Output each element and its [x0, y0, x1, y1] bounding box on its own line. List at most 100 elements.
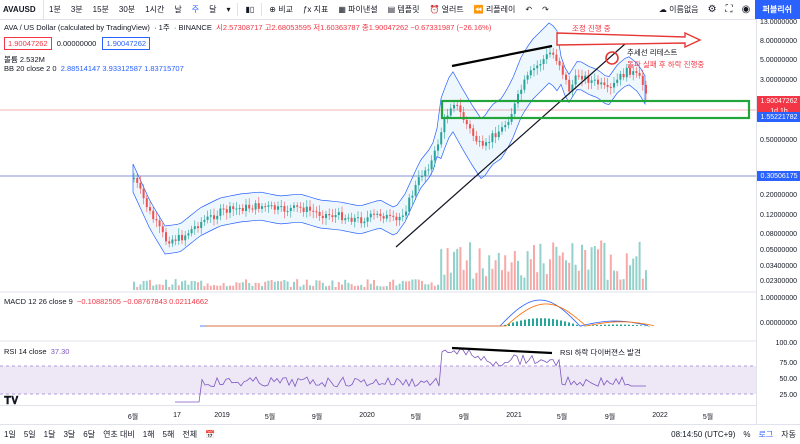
- time-label: 5월: [410, 414, 422, 421]
- volume-bar: [549, 259, 551, 290]
- symbol-title[interactable]: AVA / US Dollar (calculated by TradingVi…: [4, 23, 150, 32]
- candle-body: [379, 213, 382, 217]
- volume-bar: [347, 282, 350, 290]
- percent-toggle[interactable]: %: [743, 430, 751, 439]
- tradingview-logo[interactable]: 𝐓𝐕: [4, 395, 19, 407]
- symbol-search[interactable]: AVAUSD: [0, 0, 44, 19]
- interval-15m[interactable]: 15분: [92, 5, 109, 14]
- range-1m[interactable]: 1달: [43, 430, 56, 439]
- date-range-icon[interactable]: 📅: [205, 430, 216, 439]
- trendline[interactable]: [395, 43, 626, 248]
- rsi-band: [0, 366, 756, 394]
- rsi-legend[interactable]: RSI 14 close 37.30: [4, 347, 69, 356]
- volume-bar: [366, 279, 369, 290]
- range-5y[interactable]: 5해: [162, 430, 175, 439]
- price-axis[interactable]: 13.0000000 8.00000000 5.00000000 3.00000…: [756, 19, 800, 424]
- camera-icon[interactable]: ◉: [741, 4, 751, 15]
- volume-bar: [187, 284, 190, 290]
- replay-button[interactable]: ⏪ 리플레이: [469, 0, 521, 19]
- interval-month[interactable]: 달: [209, 5, 217, 14]
- rsi-tick: 25.00: [779, 392, 797, 399]
- compare-button[interactable]: ⊕ 비교: [264, 0, 298, 19]
- interval-3m[interactable]: 3분: [70, 5, 83, 14]
- layout-name-button[interactable]: ☁ 이름없음: [654, 0, 704, 19]
- volume-bar: [507, 271, 510, 290]
- macd-histogram-bar: [516, 321, 518, 326]
- time-axis[interactable]: [0, 405, 756, 425]
- candle-body: [373, 213, 375, 215]
- alert-button[interactable]: ⏰ 얼러트: [424, 0, 468, 19]
- volume-bar: [309, 285, 311, 290]
- clock-time[interactable]: 08:14:50 (UTC+9): [671, 430, 736, 439]
- templates-button[interactable]: ▤ 템플릿: [383, 0, 425, 19]
- interval-1h[interactable]: 1시간: [145, 5, 165, 14]
- rsi-divergence-line[interactable]: [451, 346, 553, 355]
- macd-tick: 1.00000000: [760, 295, 797, 302]
- layout-button[interactable]: ▦ 파이낸셜: [333, 0, 382, 19]
- peak-line[interactable]: [451, 44, 553, 68]
- range-5d[interactable]: 5일: [23, 430, 36, 439]
- green-zone-box[interactable]: [440, 99, 751, 120]
- volume-bar: [622, 279, 625, 290]
- candle-body: [206, 216, 209, 220]
- arrow-drawing[interactable]: [556, 31, 702, 49]
- log-toggle[interactable]: 로그: [758, 430, 774, 439]
- publish-button[interactable]: 퍼블리쉬: [754, 0, 800, 19]
- candle-body: [622, 73, 625, 78]
- volume-bar: [443, 274, 446, 290]
- interval-day[interactable]: 날: [174, 5, 182, 14]
- rsi-label: RSI 14 close: [4, 347, 47, 356]
- undo-icon[interactable]: ↶: [525, 5, 533, 14]
- annotation-retest[interactable]: 추세선 리테스트: [627, 48, 678, 57]
- chart-canvas[interactable]: [0, 0, 756, 405]
- annotation-divergence[interactable]: RSI 하락 다이버젼스 발견: [560, 348, 641, 357]
- gear-icon[interactable]: ⚙: [707, 4, 717, 15]
- range-1d[interactable]: 1일: [4, 430, 16, 439]
- range-1y[interactable]: 1해: [142, 430, 155, 439]
- interval-30m[interactable]: 30분: [118, 5, 136, 14]
- candle-body: [523, 79, 526, 90]
- annotation-breakdown[interactable]: 돌파 실패 후 하락 진행중: [627, 60, 705, 69]
- bb-legend[interactable]: BB 20 close 2 0 2.88514147 3.93312587 1.…: [4, 64, 184, 73]
- range-ytd[interactable]: 연초 대비: [103, 430, 135, 439]
- interval-week[interactable]: 주: [191, 5, 200, 14]
- retest-circle[interactable]: [605, 51, 619, 65]
- auto-toggle[interactable]: 자동: [781, 430, 796, 439]
- volume-bar: [238, 282, 241, 290]
- macd-legend[interactable]: MACD 12 26 close 9 −0.10882505 −0.087678…: [4, 297, 208, 306]
- volume-bar: [571, 243, 574, 290]
- fullscreen-icon[interactable]: ⛶: [725, 4, 733, 15]
- macd-histogram-bar: [572, 323, 574, 326]
- candle-body: [158, 220, 161, 227]
- current-price-tag[interactable]: 1.90047262: [757, 96, 800, 106]
- range-6m[interactable]: 6달: [83, 430, 96, 439]
- volume-bar: [421, 280, 423, 290]
- volume-bar: [193, 281, 196, 290]
- candle-body: [504, 125, 507, 128]
- volume-bar: [629, 265, 631, 290]
- candle-body: [286, 211, 289, 213]
- candle-body: [501, 127, 503, 132]
- level-price-tag[interactable]: 1.55221782: [757, 112, 800, 122]
- indicators-button[interactable]: ƒx 지표: [298, 0, 333, 19]
- buy-price-box[interactable]: 1.90047262: [102, 37, 151, 50]
- volume-bar: [600, 240, 603, 290]
- candle-body: [609, 86, 612, 88]
- volume-legend[interactable]: 볼륨 2.532M: [4, 54, 45, 65]
- price-tick: 3.00000000: [760, 77, 797, 84]
- volume-bar: [494, 260, 497, 290]
- annotation-correction[interactable]: 조정 진행 중: [572, 24, 611, 33]
- volume-bar: [603, 242, 606, 290]
- interval-1m[interactable]: 1분: [49, 5, 61, 14]
- candle-type-icon[interactable]: ▮▯: [245, 5, 255, 14]
- sell-price-box[interactable]: 1.90047262: [4, 37, 52, 50]
- macd-histogram-bar: [616, 324, 618, 326]
- low-level-tag[interactable]: 0.30506175: [757, 171, 800, 181]
- candle-body: [145, 198, 148, 208]
- time-label: 9월: [311, 414, 323, 421]
- chevron-down-icon[interactable]: ▾: [226, 5, 231, 14]
- redo-icon[interactable]: ↷: [542, 5, 549, 14]
- range-3m[interactable]: 3달: [63, 430, 76, 439]
- range-all[interactable]: 전체: [182, 430, 198, 439]
- volume-bar: [485, 276, 487, 290]
